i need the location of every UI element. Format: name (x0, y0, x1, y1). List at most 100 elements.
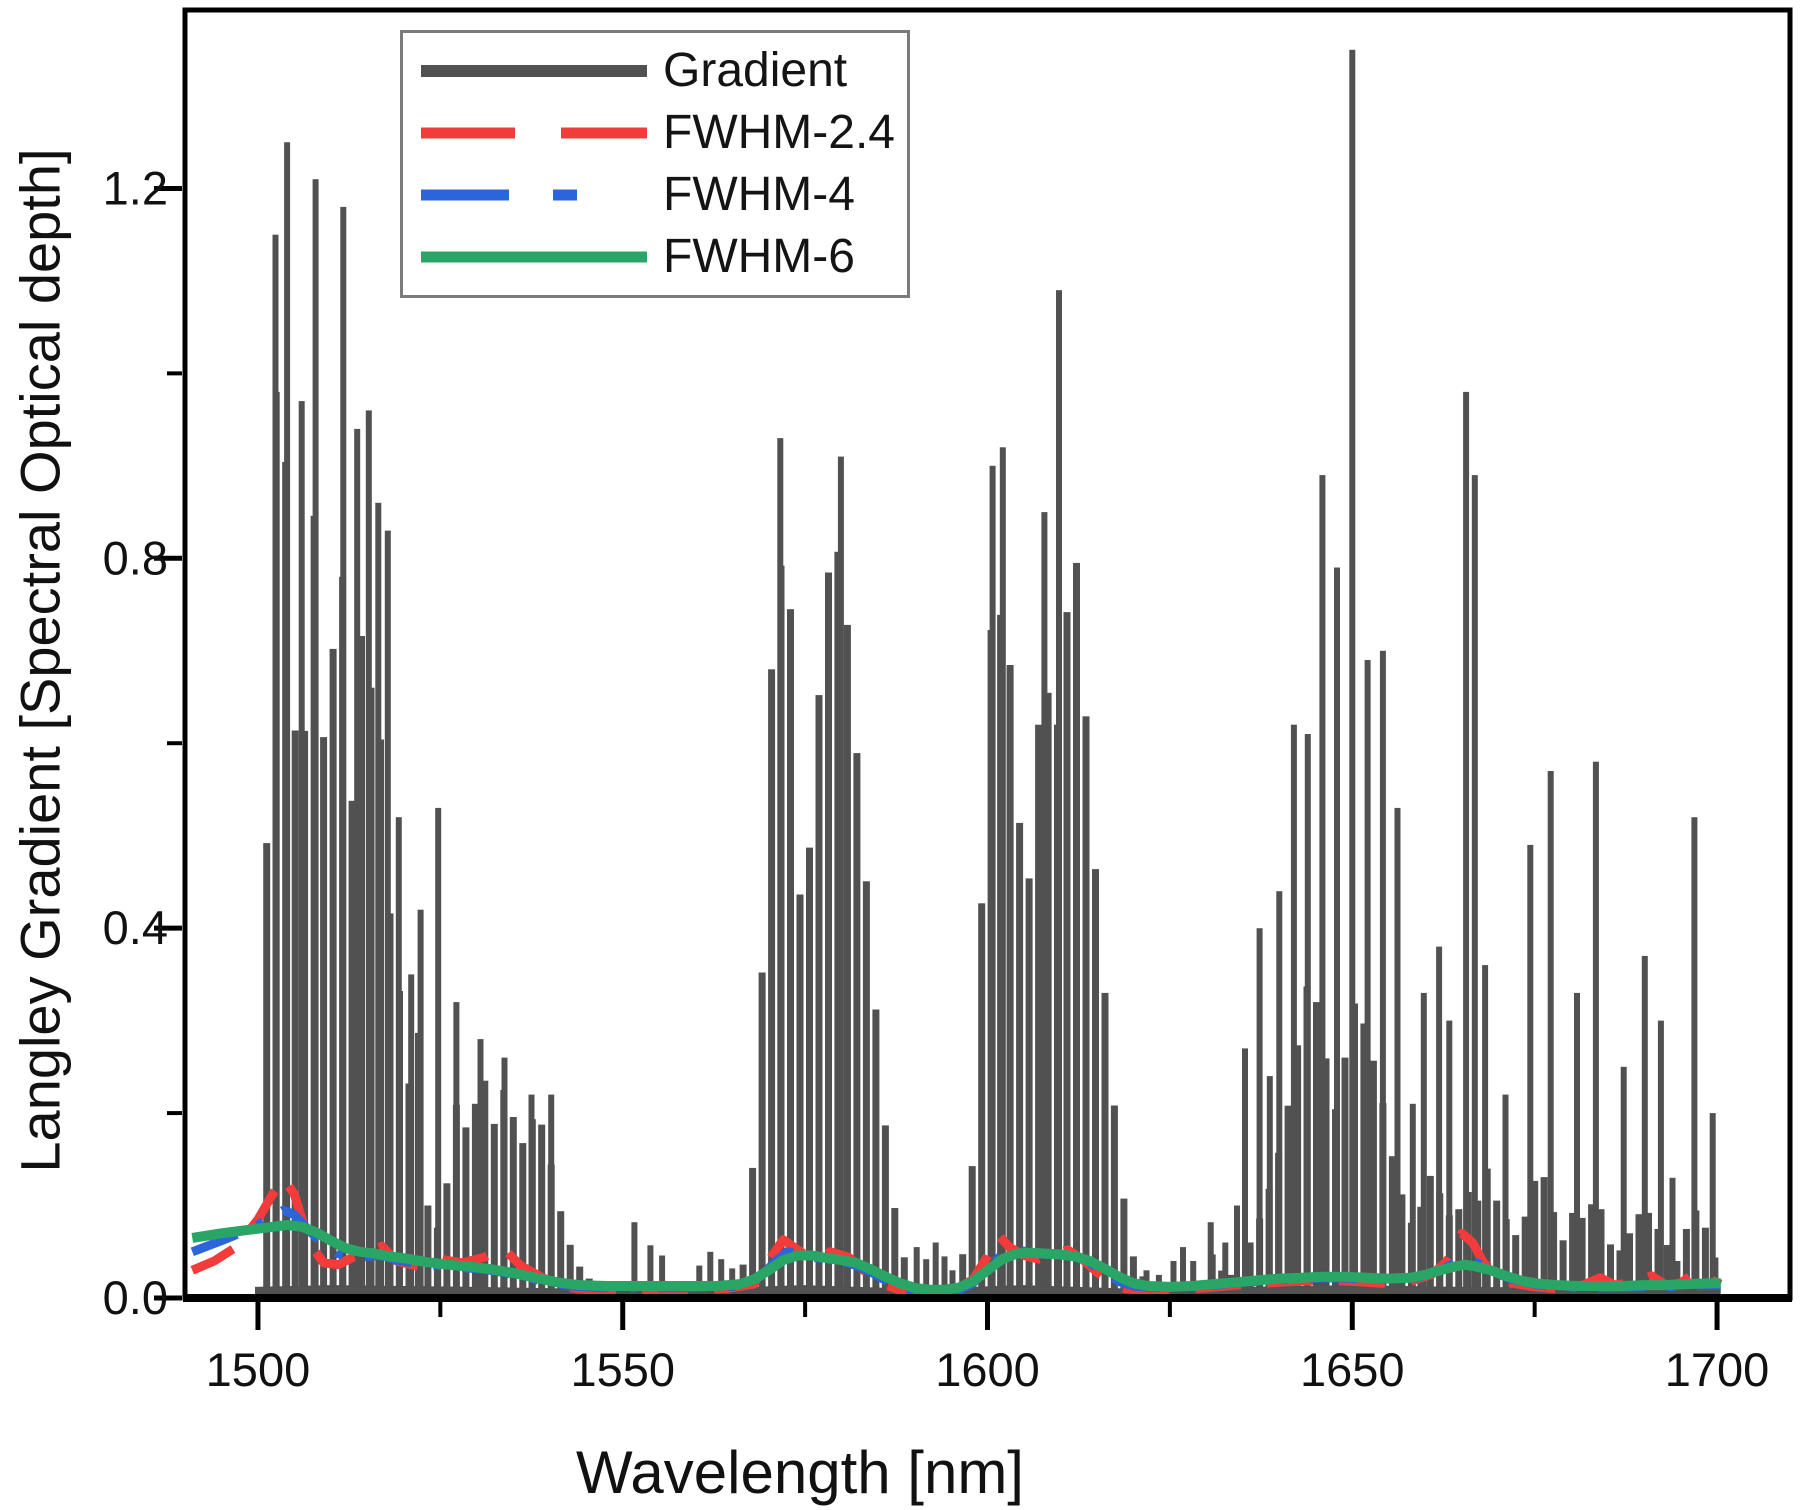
gradient-cluster-band-1605 (959, 290, 1197, 1296)
gradient-spike (837, 456, 844, 1296)
gradient-spike (1420, 992, 1427, 1296)
gradient-spike (999, 447, 1006, 1296)
legend-swatch-solid-thick (421, 65, 647, 77)
gradient-spike (1207, 1222, 1214, 1296)
gradient-spike (1574, 992, 1580, 1296)
gradient-cluster-band-1650-1700 (1199, 49, 1719, 1296)
gradient-spike (375, 502, 382, 1296)
legend-item-gradient: Gradient (403, 47, 907, 95)
gradient-spike (1620, 1066, 1627, 1296)
gradient-spike (1222, 1242, 1229, 1296)
gradient-spike (1190, 1261, 1197, 1296)
legend-swatch-solid (421, 251, 647, 263)
gradient-spike (1290, 724, 1297, 1296)
gradient-cluster-band-1500 (263, 142, 736, 1296)
y-tick-label-0.0: 0.0 (103, 1271, 168, 1324)
x-tick-label-1550: 1550 (570, 1343, 675, 1396)
x-tick-label-1500: 1500 (206, 1343, 311, 1396)
legend-item-fwhm-4: FWHM-4 (403, 171, 907, 219)
y-tick-label-0.4: 0.4 (103, 901, 168, 954)
legend-label: Gradient (663, 44, 848, 97)
gradient-spike (408, 974, 415, 1296)
gradient-spike (707, 1251, 714, 1296)
gradient-spike (1657, 1020, 1664, 1296)
gradient-spike (923, 1259, 930, 1296)
gradient-spike (298, 401, 305, 1296)
gradient-spike (1641, 955, 1648, 1296)
gradient-spike (340, 206, 347, 1296)
gradient-spike (1304, 734, 1311, 1296)
gradient-spike (989, 465, 996, 1296)
gradient-spike (1547, 771, 1554, 1296)
legend-swatch-dash-dot (421, 189, 577, 201)
x-tick-label-1700: 1700 (1665, 1343, 1770, 1396)
gradient-spike (1436, 946, 1443, 1296)
gradient-spike (631, 1222, 638, 1296)
gradient-spike (1266, 1076, 1273, 1296)
gradient-spike (528, 1094, 535, 1296)
gradient-spike (1242, 1048, 1248, 1296)
gradient-spike (1180, 1247, 1186, 1296)
gradient-spike (1709, 1113, 1716, 1296)
gradient-spike (913, 1247, 920, 1296)
x-tick-label-1650: 1650 (1300, 1343, 1405, 1396)
legend: Gradient FWHM-2.4 FWHM-4 FWHM-6 (400, 30, 910, 298)
legend-item-fwhm-2.4: FWHM-2.4 (403, 109, 907, 157)
gradient-spike (1527, 844, 1534, 1296)
gradient-spike (417, 909, 424, 1296)
series-fwhm-6 (191, 1220, 1721, 1295)
x-axis-title: Wavelength [nm] (576, 1439, 1024, 1506)
gradient-spike (1446, 1020, 1453, 1296)
gradient-spike (1256, 928, 1263, 1296)
gradient-spike (1364, 660, 1371, 1296)
gradient-spike (659, 1255, 666, 1296)
y-tick-label-0.8: 0.8 (103, 531, 168, 584)
gradient-spike (696, 1265, 703, 1296)
gradient-spike (1463, 391, 1470, 1296)
gradient-spike (941, 1256, 948, 1296)
gradient-spike (1276, 891, 1283, 1296)
gradient-spike (395, 817, 402, 1296)
gradient-spike (1041, 512, 1048, 1296)
legend-label: FWHM-6 (663, 230, 855, 283)
plot-area (190, 49, 1723, 1296)
gradient-spike (354, 428, 361, 1296)
legend-label: FWHM-4 (663, 168, 855, 221)
gradient-spike (932, 1242, 939, 1296)
gradient-spike (1170, 1261, 1177, 1296)
gradient-spike (384, 530, 391, 1296)
gradient-spike (1482, 965, 1489, 1296)
y-tick-label-1.2: 1.2 (103, 161, 168, 214)
gradient-spike (1334, 567, 1340, 1296)
gradient-spike (477, 1039, 484, 1296)
gradient-cluster-band-1575 (739, 438, 956, 1296)
gradient-spike (284, 142, 291, 1296)
legend-label: FWHM-2.4 (663, 106, 895, 159)
gradient-spike (1319, 475, 1326, 1296)
gradient-spike (1669, 1177, 1676, 1296)
axis-ticks (154, 185, 1720, 1330)
gradient-spike (949, 1270, 956, 1296)
gradient-spike (1592, 761, 1599, 1296)
gradient-spike (501, 1057, 508, 1296)
gradient-spike (1379, 650, 1386, 1296)
gradient-spike (365, 410, 372, 1296)
y-axis-title: Langley Gradient [Spectral Optical depth… (8, 148, 72, 1173)
gradient-spike (1409, 1103, 1416, 1296)
gradient-spike (272, 234, 279, 1296)
gradient-spike (647, 1245, 654, 1296)
gradient-spike (435, 807, 442, 1296)
gradient-spike (777, 438, 784, 1296)
gradient-spike (1349, 49, 1356, 1296)
gradient-spike (548, 1094, 555, 1296)
legend-item-fwhm-6: FWHM-6 (403, 233, 907, 281)
gradient-spike (718, 1259, 725, 1296)
gradient-spike (1234, 1205, 1240, 1296)
x-tick-label-1600: 1600 (935, 1343, 1040, 1396)
gradient-spike (312, 179, 319, 1296)
legend-swatch-dashed (421, 127, 647, 139)
gradient-spike (1394, 807, 1401, 1296)
gradient-spike (453, 1002, 460, 1296)
